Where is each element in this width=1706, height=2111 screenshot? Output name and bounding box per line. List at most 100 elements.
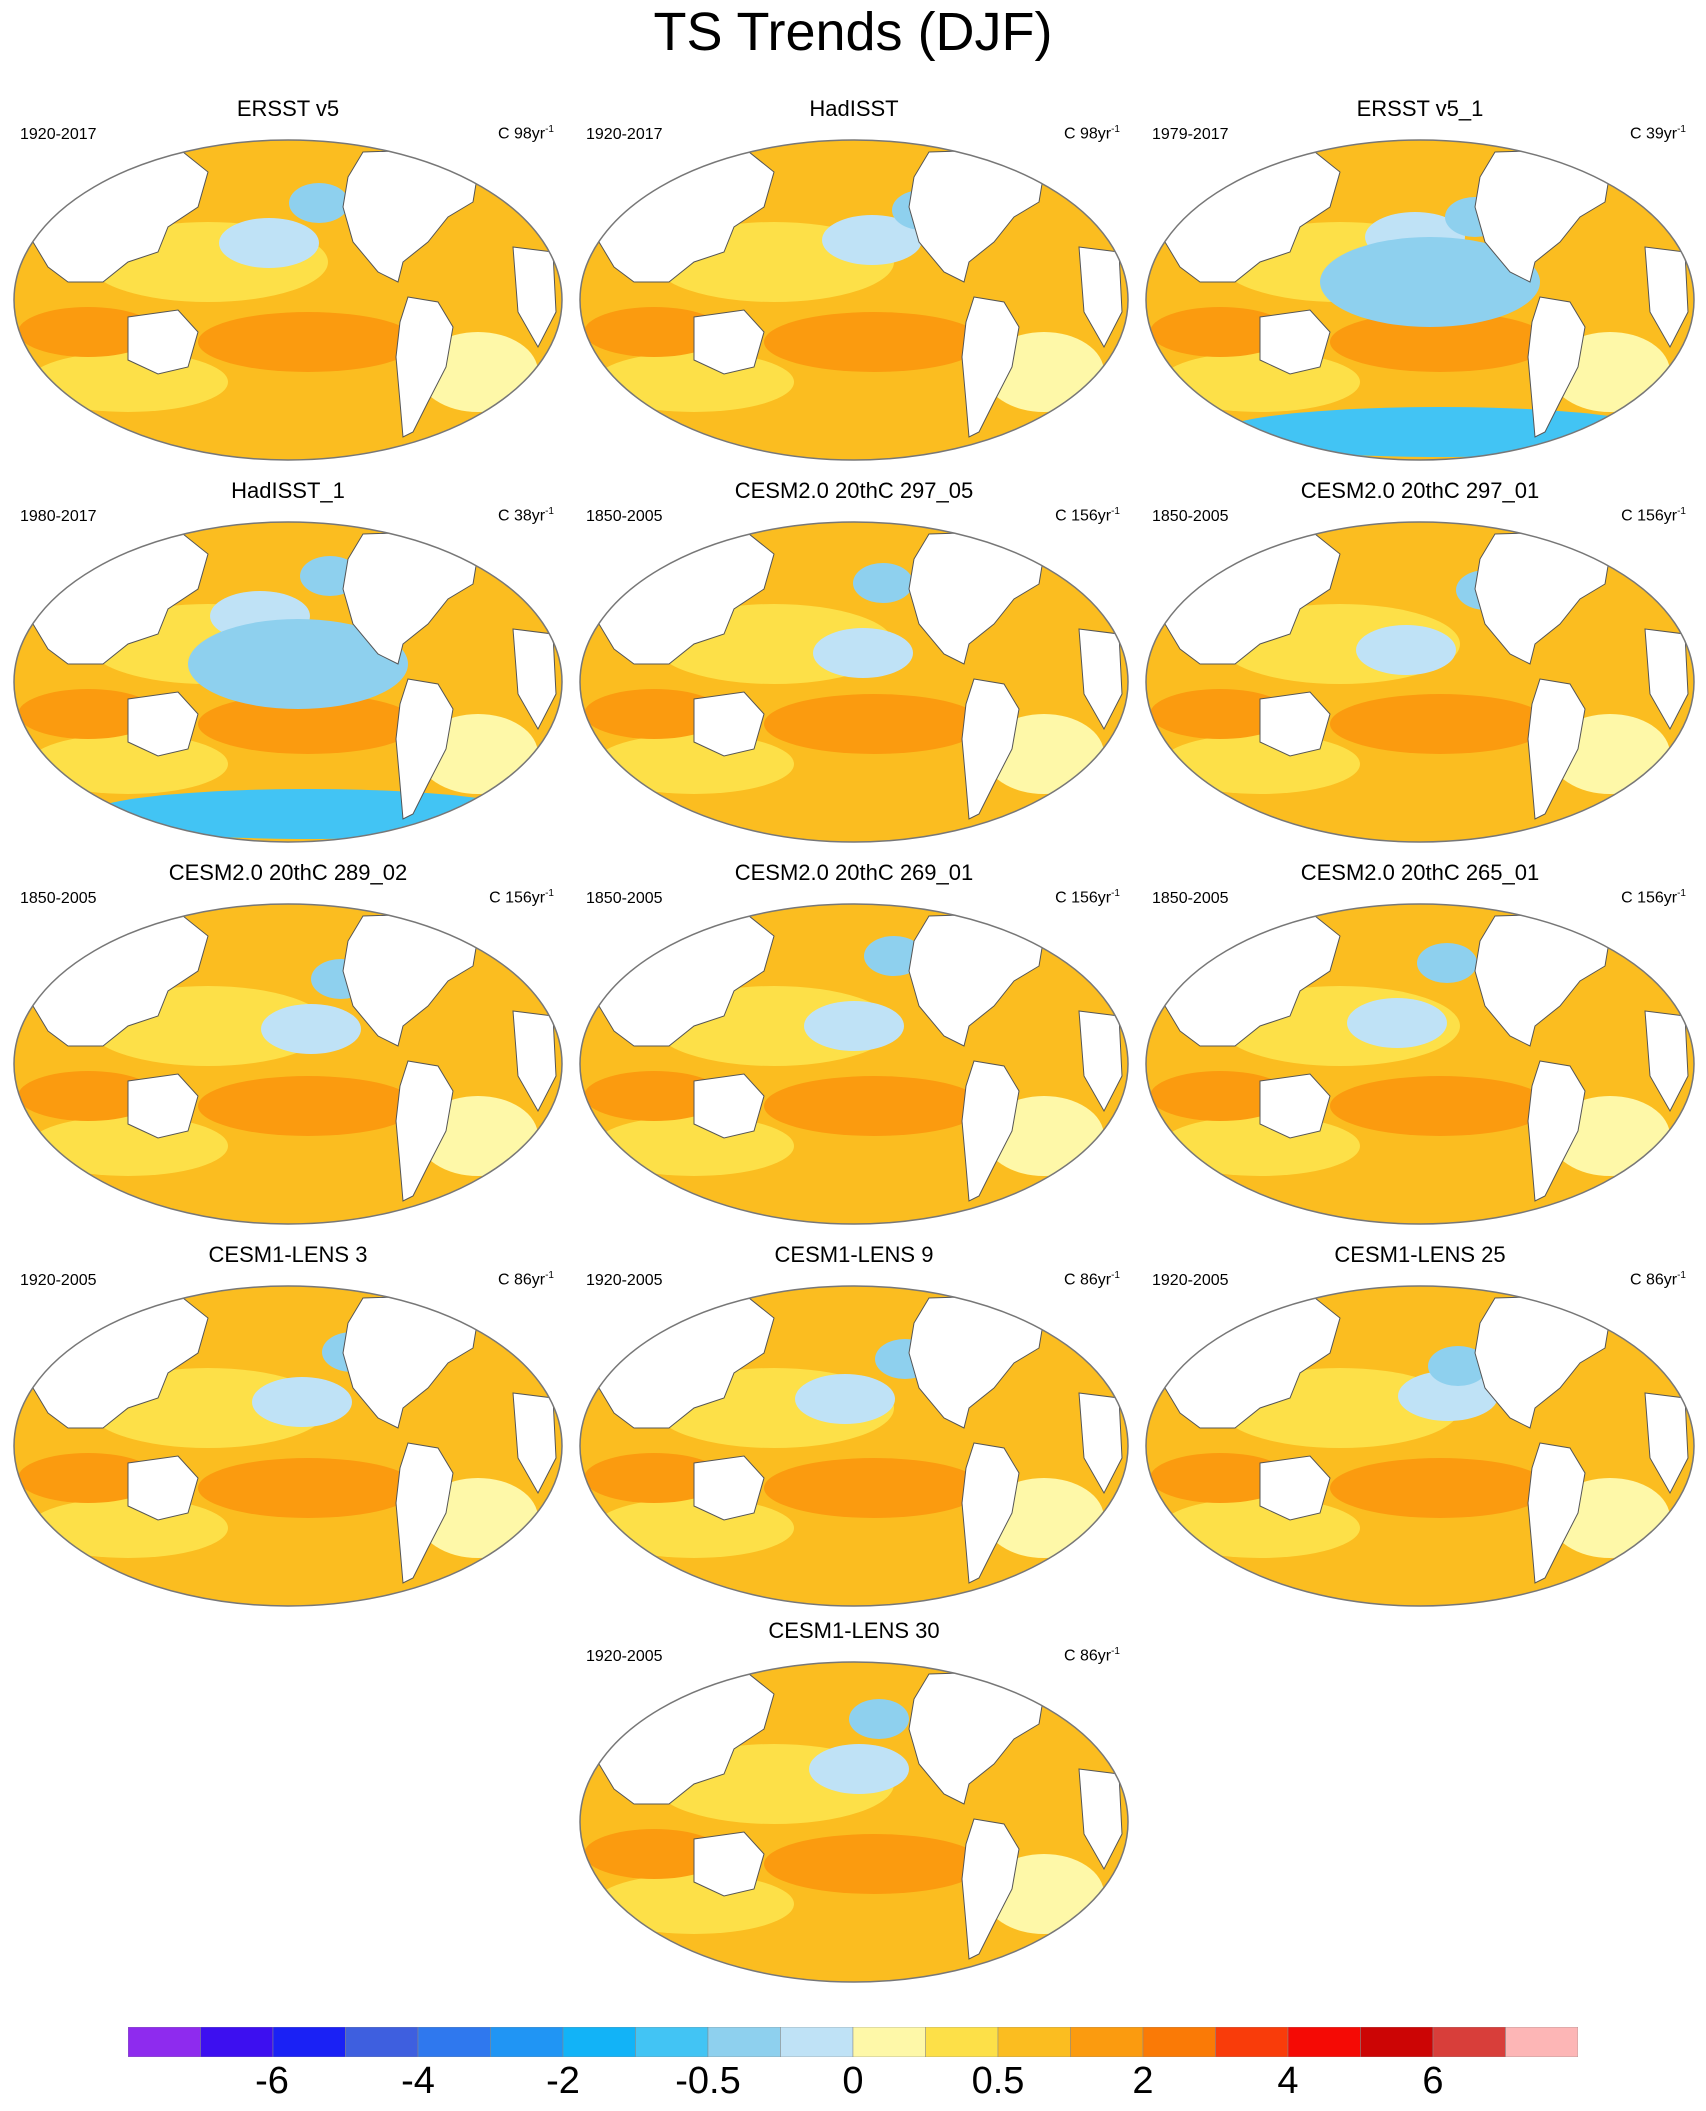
trend-patch xyxy=(1150,1071,1290,1121)
land-outline xyxy=(1259,309,1331,375)
trend-map xyxy=(13,521,563,843)
trend-patch xyxy=(809,1744,909,1794)
panel-units: C 86yr-1 xyxy=(498,1270,554,1289)
panel-units: C 86yr-1 xyxy=(1064,1646,1120,1665)
trend-map xyxy=(1145,521,1695,843)
land-outline xyxy=(1644,1392,1689,1495)
colorbar-box xyxy=(490,2027,564,2057)
trend-patch xyxy=(1417,943,1477,983)
trend-patch xyxy=(594,734,794,794)
trend-map xyxy=(1145,1285,1695,1607)
map-boundary xyxy=(1145,903,1695,1225)
trend-patch xyxy=(813,628,913,678)
ocean-field xyxy=(580,522,1128,842)
trend-patch xyxy=(584,1071,724,1121)
units-exponent: -1 xyxy=(1677,1270,1686,1281)
panel-title: ERSST v5_1 xyxy=(1356,96,1484,121)
trend-patch xyxy=(1330,1458,1550,1518)
colorbar-box xyxy=(997,2027,1071,2057)
panel-period: 1920-2017 xyxy=(20,126,97,143)
panel-title: CESM1-LENS 3 xyxy=(208,1242,368,1267)
land-outline xyxy=(395,1060,454,1202)
trend-patch xyxy=(1347,998,1447,1048)
trend-patch xyxy=(261,1004,361,1054)
trend-patch xyxy=(198,1458,418,1518)
colorbar-box xyxy=(1070,2027,1144,2057)
land-outline xyxy=(693,309,765,375)
colorbar-label: 4 xyxy=(1277,2060,1299,2102)
units-text: C 39yr xyxy=(1629,125,1678,143)
land-outline xyxy=(127,309,199,375)
trend-map xyxy=(13,1285,563,1607)
trend-patch xyxy=(594,1874,794,1934)
land-outline xyxy=(127,1073,199,1139)
land-outline xyxy=(1078,628,1123,731)
colorbar-label: 0.5 xyxy=(971,2060,1025,2102)
land-outline xyxy=(127,1455,199,1521)
panel-period: 1850-2005 xyxy=(20,890,97,907)
map-boundary xyxy=(1145,1285,1695,1607)
ocean-field xyxy=(14,1286,562,1606)
map-panel: CESM2.0 20thC 297_01 1850-2005 C 156yr-1 xyxy=(1140,478,1700,848)
colorbar-box xyxy=(780,2027,854,2057)
land-outline xyxy=(395,1442,454,1584)
panel-period: 1920-2017 xyxy=(586,126,663,143)
trend-patch xyxy=(764,1834,984,1894)
colorbar-label: 0 xyxy=(842,2060,864,2102)
trend-patch xyxy=(1150,1453,1290,1503)
trend-patch xyxy=(18,307,158,357)
colorbar xyxy=(128,2027,1578,2057)
map-panel: CESM2.0 20thC 269_01 1850-2005 C 156yr-1 xyxy=(574,860,1134,1230)
map-panel: CESM1-LENS 3 1920-2005 C 86yr-1 xyxy=(8,1242,568,1612)
land-outline xyxy=(395,296,454,438)
trend-patch xyxy=(28,1116,228,1176)
trend-patch xyxy=(804,1001,904,1051)
panel-period: 1980-2017 xyxy=(20,508,97,525)
panel-title: HadISST xyxy=(809,96,899,121)
trend-patch xyxy=(584,689,724,739)
trend-patch xyxy=(1356,625,1456,675)
map-boundary xyxy=(13,903,563,1225)
panel-title: CESM2.0 20thC 297_01 xyxy=(1300,478,1540,503)
trend-patch xyxy=(1398,1371,1498,1421)
panel-period: 1920-2005 xyxy=(1152,1272,1229,1289)
panel-title: CESM2.0 20thC 289_02 xyxy=(168,860,408,885)
map-panel: HadISST_1 1980-2017 C 38yr-1 xyxy=(8,478,568,848)
units-exponent: -1 xyxy=(1677,124,1686,135)
units-text: C 156yr xyxy=(1621,889,1678,907)
units-exponent: -1 xyxy=(1111,124,1120,135)
trend-patch xyxy=(594,352,794,412)
panel-units: C 98yr-1 xyxy=(1064,124,1120,143)
trend-patch xyxy=(849,1699,909,1739)
units-text: C 98yr xyxy=(1063,125,1112,143)
panel-units: C 156yr-1 xyxy=(1055,888,1120,907)
trend-patch xyxy=(252,1377,352,1427)
units-text: C 38yr xyxy=(497,507,546,525)
land-outline xyxy=(961,1060,1020,1202)
trend-map xyxy=(579,1661,1129,1983)
trend-patch xyxy=(18,1453,158,1503)
trend-patch xyxy=(1428,1346,1488,1386)
panel-title: CESM1-LENS 9 xyxy=(774,1242,934,1267)
land-outline xyxy=(1078,1768,1123,1871)
figure-title: TS Trends (DJF) xyxy=(653,2,1053,62)
trend-patch xyxy=(1150,307,1290,357)
land-outline xyxy=(1644,1010,1689,1113)
trend-patch xyxy=(1330,1076,1550,1136)
units-text: C 86yr xyxy=(1629,1271,1678,1289)
colorbar-box xyxy=(852,2027,926,2057)
land-outline xyxy=(1078,246,1123,349)
panel-period: 1850-2005 xyxy=(586,508,663,525)
trend-patch xyxy=(198,1076,418,1136)
panel-title: CESM2.0 20thC 297_05 xyxy=(734,478,974,503)
units-exponent: -1 xyxy=(1111,1270,1120,1281)
map-boundary xyxy=(1145,521,1695,843)
panel-period: 1920-2005 xyxy=(20,1272,97,1289)
ocean-field xyxy=(14,140,562,460)
land-outline xyxy=(395,678,454,820)
ocean-field xyxy=(1146,522,1694,842)
map-panel: ERSST v5_1 1979-2017 C 39yr-1 xyxy=(1140,96,1700,466)
panel-period: 1850-2005 xyxy=(1152,508,1229,525)
units-exponent: -1 xyxy=(1111,1646,1120,1657)
land-outline xyxy=(693,1831,765,1897)
